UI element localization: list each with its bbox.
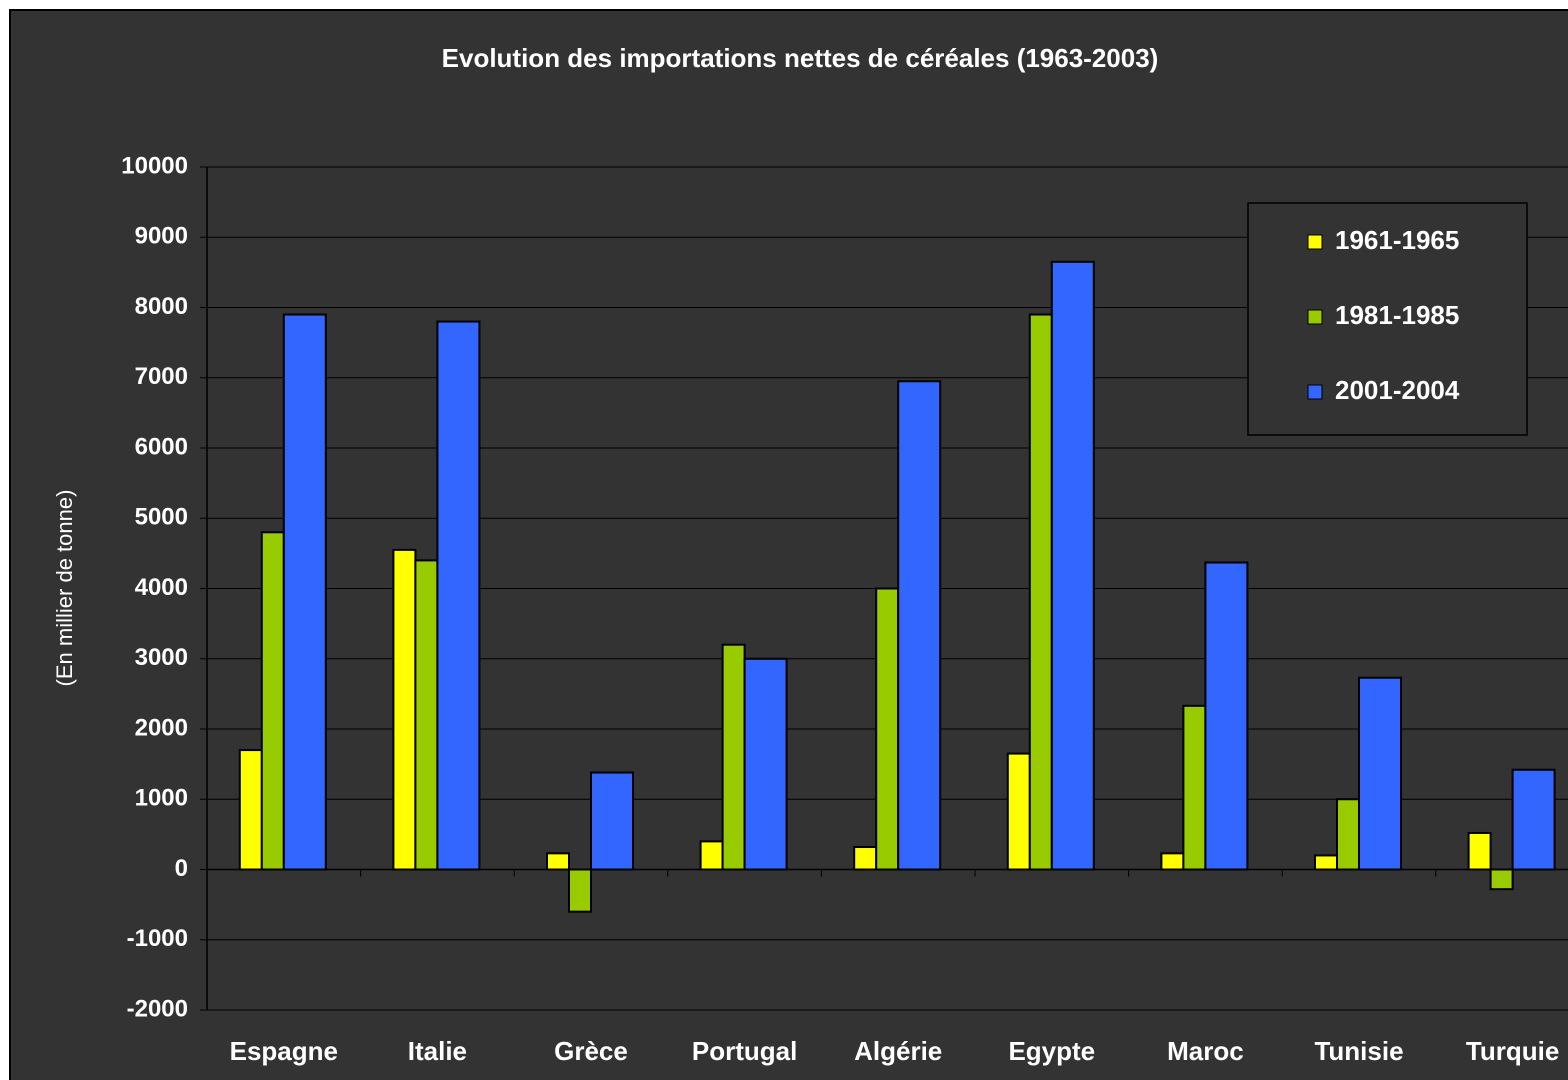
bar <box>282 313 327 871</box>
y-tick-label: 3000 <box>135 644 188 671</box>
bar <box>1050 260 1095 871</box>
y-axis-label: (En millier de tonne) <box>52 490 77 687</box>
y-tick-label: 2000 <box>135 714 188 741</box>
legend-box <box>1247 202 1528 436</box>
bar <box>590 771 634 871</box>
bar <box>721 643 746 871</box>
x-tick-label: Egypte <box>1008 1036 1095 1066</box>
bar <box>699 840 724 871</box>
legend-label: 1981-1985 <box>1335 300 1459 330</box>
bar <box>260 531 285 871</box>
legend-swatch <box>1307 309 1323 325</box>
bar <box>1467 831 1492 871</box>
bar <box>546 852 570 871</box>
x-tick-label: Tunisie <box>1314 1036 1403 1066</box>
chart-title: Evolution des importations nettes de cér… <box>442 43 1159 73</box>
bar <box>875 587 900 871</box>
x-tick-label: Algérie <box>854 1036 942 1066</box>
y-tick-label: 4000 <box>135 574 188 601</box>
bar <box>1489 868 1514 891</box>
y-tick-label: 8000 <box>135 293 188 320</box>
bar <box>1028 313 1053 871</box>
bar <box>1006 752 1031 871</box>
y-tick-label: -2000 <box>127 995 188 1022</box>
bar <box>1182 704 1207 871</box>
bar <box>436 320 481 871</box>
bar <box>1358 676 1402 871</box>
x-tick-label: Maroc <box>1167 1036 1244 1066</box>
y-tick-label: 1000 <box>135 785 188 812</box>
x-tick-label: Turquie <box>1466 1036 1559 1066</box>
legend-label: 1961-1965 <box>1335 225 1459 255</box>
bar <box>392 548 417 871</box>
y-tick-label: 7000 <box>135 363 188 390</box>
y-tick-label: 0 <box>175 855 188 882</box>
legend-label: 2001-2004 <box>1335 375 1460 405</box>
bar <box>897 380 942 871</box>
bar <box>1511 768 1556 871</box>
chart-background <box>9 9 1568 1080</box>
x-tick-label: Portugal <box>692 1036 797 1066</box>
bar <box>1204 561 1249 871</box>
y-tick-label: 5000 <box>135 504 188 531</box>
y-tick-label: 10000 <box>121 152 188 179</box>
y-tick-label: 6000 <box>135 433 188 460</box>
bar <box>1336 798 1360 871</box>
x-tick-label: Espagne <box>230 1036 338 1066</box>
legend-swatch <box>1307 234 1323 250</box>
y-tick-label: 9000 <box>135 223 188 250</box>
bar <box>414 559 439 871</box>
bar <box>1314 854 1338 871</box>
bar <box>568 868 592 913</box>
bar <box>743 657 788 871</box>
y-tick-label: -1000 <box>127 925 188 952</box>
x-tick-label: Grèce <box>554 1036 628 1066</box>
bar <box>853 846 878 871</box>
bar <box>238 749 263 871</box>
x-tick-label: Italie <box>408 1036 467 1066</box>
legend-swatch <box>1307 384 1323 400</box>
bar <box>1160 852 1185 871</box>
